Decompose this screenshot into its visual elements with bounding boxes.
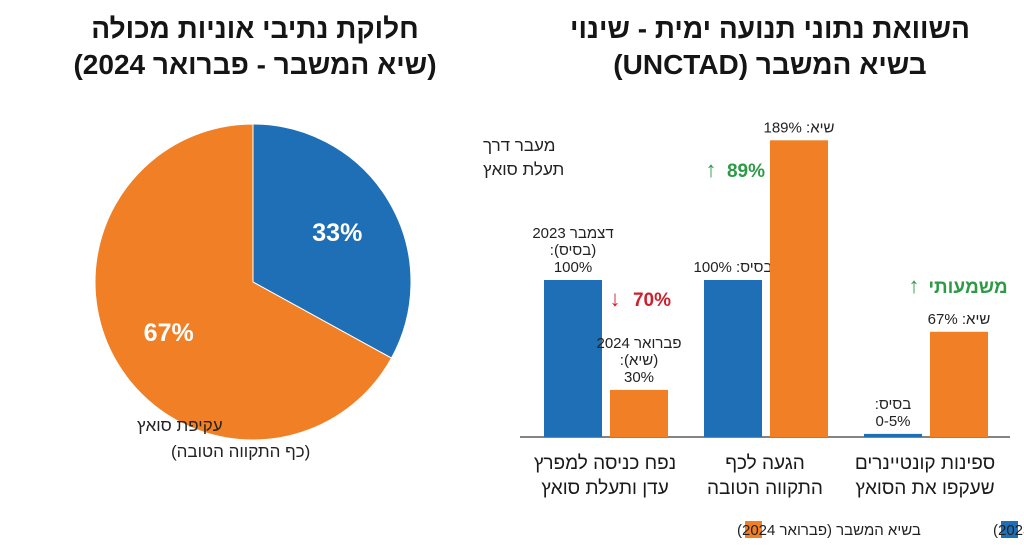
change-1-arrow-up-icon: ↑ bbox=[706, 157, 717, 182]
legend: לפני המשבר (דצמבר 2023) בשיא המשבר (פברו… bbox=[737, 521, 1024, 539]
bar-before-0-label-line-0: דצמבר 2023 bbox=[532, 225, 613, 242]
legend-label-before: לפני המשבר (דצמבר 2023) bbox=[993, 522, 1024, 539]
bar-before-1 bbox=[704, 280, 762, 437]
category-2-label-line-1: שעקפו את הסואץ bbox=[855, 478, 994, 499]
bar-before-0-label-line-2: 100% bbox=[554, 259, 592, 276]
bar-before-0 bbox=[544, 280, 602, 437]
bar-before-2-label-line-1: 0-5% bbox=[875, 413, 910, 430]
category-1-label-line-0: הגעה לכף bbox=[725, 453, 805, 474]
bar-before-1-label-line-0: בסיס: 100% bbox=[694, 259, 773, 276]
bar-crisis-2 bbox=[930, 331, 988, 437]
category-0-label-line-1: עדן ותעלת סואץ bbox=[541, 478, 669, 499]
change-2-value: משמעותי bbox=[928, 277, 1007, 298]
pie-title-line-1: חלוקת נתיבי אוניות מכולה bbox=[91, 13, 419, 44]
change-0-arrow-down-icon: ↓ bbox=[610, 286, 621, 311]
legend-label-crisis: בשיא המשבר (פברואר 2024) bbox=[737, 522, 921, 539]
legend-swatch-crisis bbox=[745, 521, 762, 538]
bar-crisis-2-label-line-0: שיא: 67% bbox=[928, 311, 991, 328]
pie-label-cape-line-2: (כף התקווה הטובה) bbox=[171, 442, 310, 461]
category-0-label-line-0: נפח כניסה למפרץ bbox=[534, 453, 676, 474]
bar-crisis-0-label-line-0: פברואר 2024 bbox=[596, 335, 681, 352]
change-1-value: 89% bbox=[727, 161, 765, 182]
change-2-arrow-up-icon: ↑ bbox=[909, 273, 920, 298]
pie-slice-1 bbox=[94, 123, 393, 441]
bar-title-line-1: השוואת נתוני תנועה ימית - שינוי bbox=[570, 13, 970, 44]
bar-crisis-0-label-line-1: (שיא): bbox=[620, 352, 658, 369]
pie-slice-0 bbox=[252, 123, 412, 359]
pie-label-cape-line-1: עקיפת סואץ bbox=[137, 416, 223, 435]
bar-before-2-label-line-0: בסיס: bbox=[875, 396, 911, 413]
pie-slice-0-value: 33% bbox=[312, 219, 362, 247]
pie-label-suez-line-1: מעבר דרך bbox=[483, 136, 555, 155]
bar-before-0-label-line-1: (בסיס): bbox=[550, 242, 596, 259]
bar-chart: דצמבר 2023(בסיס):100% בסיס: 100% בסיס:0-5%… bbox=[520, 119, 1010, 499]
bar-crisis-1 bbox=[770, 140, 828, 438]
change-0-value: 70% bbox=[633, 290, 671, 311]
bar-before-2 bbox=[864, 433, 922, 437]
legend-swatch-before bbox=[1001, 521, 1018, 538]
bar-crisis-1-label-line-0: שיא: 189% bbox=[764, 119, 835, 136]
pie-label-suez-line-2: תעלת סואץ bbox=[483, 160, 564, 179]
category-1-label-line-1: התקווה הטובה bbox=[707, 478, 823, 499]
bar-title-line-2: בשיא המשבר (UNCTAD) bbox=[613, 49, 926, 80]
pie-title-line-2: (שיא המשבר - פברואר 2024) bbox=[73, 49, 436, 80]
bar-crisis-0 bbox=[610, 389, 668, 437]
category-2-label-line-0: ספינות קונטיינרים bbox=[855, 453, 995, 474]
pie-slice-1-value: 67% bbox=[144, 319, 194, 347]
pie-chart: 33% 67% bbox=[94, 123, 412, 441]
bar-crisis-0-label-line-2: 30% bbox=[624, 369, 654, 386]
